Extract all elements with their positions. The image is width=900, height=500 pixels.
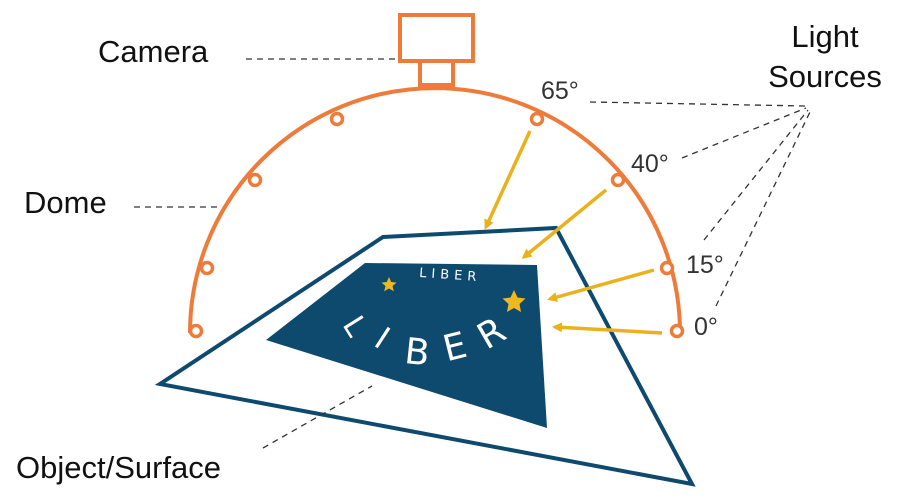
leader-lines (134, 58, 811, 449)
angle-label-65: 65° (541, 77, 579, 105)
light-source-left-0 (188, 323, 204, 339)
logo-letter-b: B (403, 331, 432, 374)
light-source-40 (610, 172, 626, 188)
arrow-15 (547, 268, 655, 302)
camera-label: Camera (98, 34, 209, 69)
light-sources (188, 111, 685, 339)
leader-light-0 (715, 111, 811, 307)
object-surface-label: Object/Surface (16, 450, 221, 485)
light-source-left-15 (199, 260, 215, 276)
light-source-0 (669, 323, 685, 339)
light-source-left-40 (247, 172, 263, 188)
leader-object (262, 385, 373, 449)
camera-icon (398, 13, 475, 87)
light-arrows (484, 130, 663, 335)
dome-label: Dome (24, 185, 107, 220)
angle-label-0: 0° (694, 313, 718, 341)
arrow-65 (484, 130, 532, 230)
liber-logo: LIBER L I B E R (266, 263, 547, 428)
arrow-0 (552, 322, 663, 335)
dome-arc (188, 86, 682, 334)
leader-light-40 (681, 107, 807, 159)
leader-light-15 (703, 109, 809, 241)
light-source-left-65 (329, 111, 345, 127)
logo-panel (266, 263, 547, 428)
light-source-65 (529, 111, 545, 127)
angle-label-15: 15° (686, 251, 724, 279)
logo-small-text: LIBER (419, 266, 482, 285)
angle-label-40: 40° (631, 150, 669, 178)
leader-light-65 (589, 101, 807, 107)
light-source-15 (659, 260, 675, 276)
light-sources-label-line2: Sources (768, 59, 882, 94)
arrow-40 (521, 188, 608, 259)
surface-outline (154, 225, 696, 487)
logo-star-left (381, 277, 397, 292)
logo-star-right (502, 290, 526, 312)
light-sources-label-line1: Light (791, 19, 859, 54)
